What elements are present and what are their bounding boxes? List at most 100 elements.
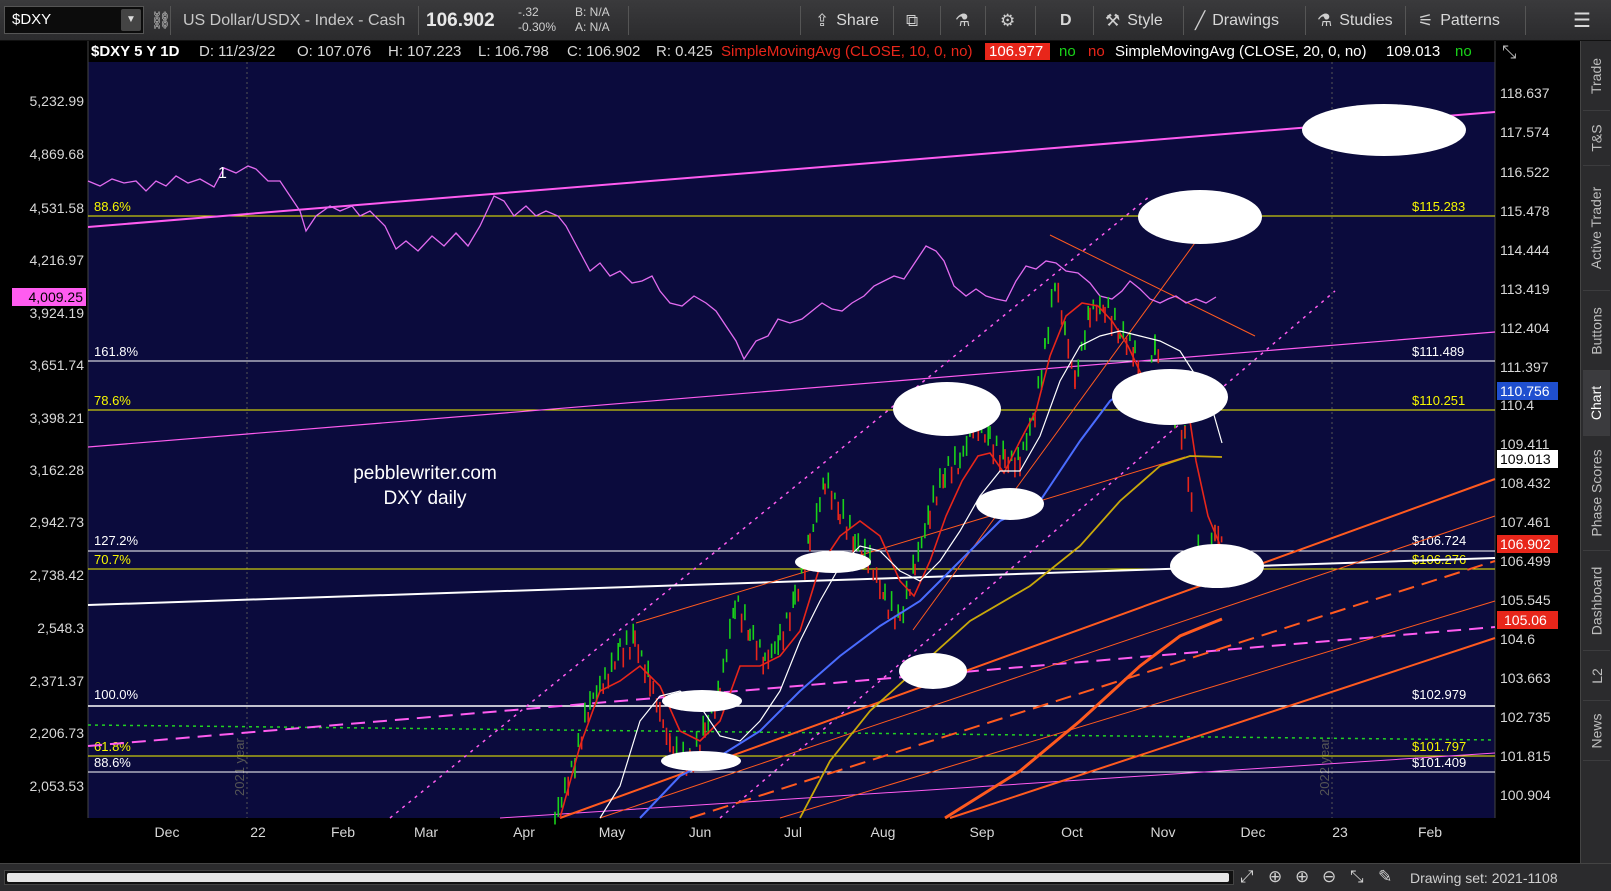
sidebar-tab-active-trader[interactable]: Active Trader xyxy=(1583,166,1610,291)
highlight-ellipse[interactable] xyxy=(893,382,1001,436)
drawing-set-label[interactable]: Drawing set: 2021-1108 xyxy=(1410,870,1558,886)
comparison-index-line[interactable] xyxy=(87,165,1217,361)
sidebar-tab-dashboard[interactable]: Dashboard xyxy=(1583,551,1610,651)
drawings-button[interactable]: ╱ Drawings xyxy=(1195,0,1279,41)
left-axis-tick: 4,869.68 xyxy=(30,146,85,162)
highlight-ellipse[interactable] xyxy=(976,488,1044,520)
right-axis-tick: 111.397 xyxy=(1500,359,1549,375)
patterns-button[interactable]: ⚟ Patterns xyxy=(1418,0,1500,41)
sidebar-tab-news[interactable]: News xyxy=(1583,701,1610,761)
studies-button[interactable]: ⚗ Studies xyxy=(1317,0,1393,41)
last-price-badge-value: 106.902 xyxy=(1500,536,1551,552)
aggregation-button[interactable]: D xyxy=(1060,11,1072,29)
symbol-value: $DXY xyxy=(12,11,52,28)
sma10-study-label[interactable]: SimpleMovingAvg (CLOSE, 10, 0, no) xyxy=(721,43,973,60)
crosshair-icon[interactable]: ⊕ xyxy=(1268,867,1283,886)
magenta-channel-lower[interactable] xyxy=(719,290,1336,819)
time-axis-tick: Dec xyxy=(155,824,180,840)
right-axis-tick: 118.637 xyxy=(1500,85,1550,101)
orange-thick-curve[interactable] xyxy=(944,617,1223,820)
sma50-price-badge xyxy=(1497,382,1558,400)
fib-label-left: 100.0% xyxy=(94,687,139,702)
collapse-arrows-icon[interactable]: ⤡ xyxy=(1502,42,1516,62)
highlight-ellipse[interactable] xyxy=(1302,104,1466,156)
sidebar-tab-buttons[interactable]: Buttons xyxy=(1583,291,1610,371)
time-axis-tick: Dec xyxy=(1241,824,1266,840)
highlight-ellipses xyxy=(661,104,1466,771)
time-axis-tick: Apr xyxy=(513,824,535,840)
ohlc-close: C: 106.902 xyxy=(567,43,640,60)
sidebar-tab-phase-scores[interactable]: Phase Scores xyxy=(1583,436,1610,551)
orange-fan-line[interactable] xyxy=(912,239,1198,631)
orange-fan-line[interactable] xyxy=(599,515,1496,819)
camera-icon: ⧉ xyxy=(906,10,919,30)
right-axis-tick: 110.4 xyxy=(1500,397,1534,413)
patterns-icon: ⚟ xyxy=(1418,10,1434,30)
magenta-channel-upper[interactable] xyxy=(389,195,1151,819)
time-axis-tick: 22 xyxy=(250,824,266,840)
divider xyxy=(940,6,941,35)
highlight-ellipse[interactable] xyxy=(1138,190,1262,244)
sidebar-tab-chart[interactable]: Chart xyxy=(1583,371,1610,436)
horizontal-scrollbar[interactable] xyxy=(4,870,1234,885)
drawing-tool-icon[interactable]: ✎ xyxy=(1378,867,1393,886)
left-axis-tick: 5,232.99 xyxy=(30,93,85,109)
sma-200-line[interactable] xyxy=(799,455,1223,819)
highlight-ellipse[interactable] xyxy=(1112,369,1228,425)
highlight-ellipse[interactable] xyxy=(795,551,871,573)
expand-icon[interactable]: ⤢ xyxy=(1240,867,1254,886)
fib-label-right: $101.797 xyxy=(1412,739,1466,754)
left-axis-tick: 3,651.74 xyxy=(30,357,85,373)
highlight-ellipse[interactable] xyxy=(1170,544,1264,588)
orange-fan-line[interactable] xyxy=(779,600,1496,819)
right-axis-tick: 113.419 xyxy=(1500,281,1550,297)
patterns-label: Patterns xyxy=(1440,11,1500,29)
highlight-ellipse[interactable] xyxy=(899,653,967,689)
share-button[interactable]: ⇪ Share xyxy=(815,0,879,41)
chart-area[interactable]: 2021 year 2022 year 88.6% 161.8% 78.6% 1… xyxy=(0,41,1580,863)
sidebar-tab-l2[interactable]: L2 xyxy=(1583,651,1610,701)
magenta-upper-trendline[interactable] xyxy=(87,111,1496,228)
flask-button[interactable]: ⚗ xyxy=(955,0,970,41)
sidebar-tab-ts[interactable]: T&S xyxy=(1583,111,1610,166)
left-axis-tick: 2,548.3 xyxy=(37,620,84,636)
menu-button[interactable]: ☰ xyxy=(1573,0,1591,41)
orange-dashed-fan-line[interactable] xyxy=(689,560,1496,819)
magenta-mid-trendline[interactable] xyxy=(87,331,1496,448)
right-axis-tick: 116.522 xyxy=(1500,164,1550,180)
style-button[interactable]: ⚒ Style xyxy=(1105,0,1163,41)
orange-fan-line[interactable] xyxy=(949,637,1496,819)
left-axis-tick: 2,942.73 xyxy=(30,514,85,530)
sma20-study-label[interactable]: SimpleMovingAvg (CLOSE, 20, 0, no) xyxy=(1115,43,1367,60)
fib-label-left: 88.6% xyxy=(94,199,131,214)
zoom-out-icon[interactable]: ⊖ xyxy=(1322,867,1337,886)
magenta-dashed-trendline[interactable] xyxy=(87,626,1496,747)
divider xyxy=(1405,6,1406,35)
settings-button[interactable]: ⚙ xyxy=(1000,0,1015,41)
orange-fan-line[interactable] xyxy=(635,456,1186,624)
divider xyxy=(1305,6,1306,35)
highlight-ellipse[interactable] xyxy=(661,751,741,771)
bid-ask: B: N/A A: N/A xyxy=(575,5,610,35)
style-label: Style xyxy=(1127,11,1163,29)
bid-value: B: N/A xyxy=(575,5,610,19)
link-icon[interactable]: ⛓ xyxy=(150,10,172,30)
snapshot-button[interactable]: ⧉ xyxy=(906,0,918,41)
chart-header-bar xyxy=(88,41,1495,62)
scrollbar-thumb[interactable] xyxy=(7,873,1229,882)
menu-icon: ☰ xyxy=(1573,10,1591,32)
right-axis-tick: 105.545 xyxy=(1500,592,1551,608)
fib-label-right: $101.409 xyxy=(1412,755,1466,770)
sma10-flag: no xyxy=(1059,43,1076,60)
highlight-ellipse[interactable] xyxy=(662,690,742,712)
time-axis-tick: Sep xyxy=(970,824,995,840)
sidebar-tab-trade[interactable]: Trade xyxy=(1583,41,1610,111)
pan-icon[interactable]: ⤡ xyxy=(1350,867,1364,886)
zoom-in-icon[interactable]: ⊕ xyxy=(1295,867,1310,886)
orange-triangle-line[interactable] xyxy=(1049,234,1256,337)
sma-20-line[interactable] xyxy=(599,330,1223,819)
symbol-dropdown-icon[interactable]: ▼ xyxy=(121,9,141,31)
left-axis-badge xyxy=(12,288,86,306)
symbol-input[interactable]: $DXY ▼ xyxy=(4,6,144,34)
share-label: Share xyxy=(836,11,879,29)
